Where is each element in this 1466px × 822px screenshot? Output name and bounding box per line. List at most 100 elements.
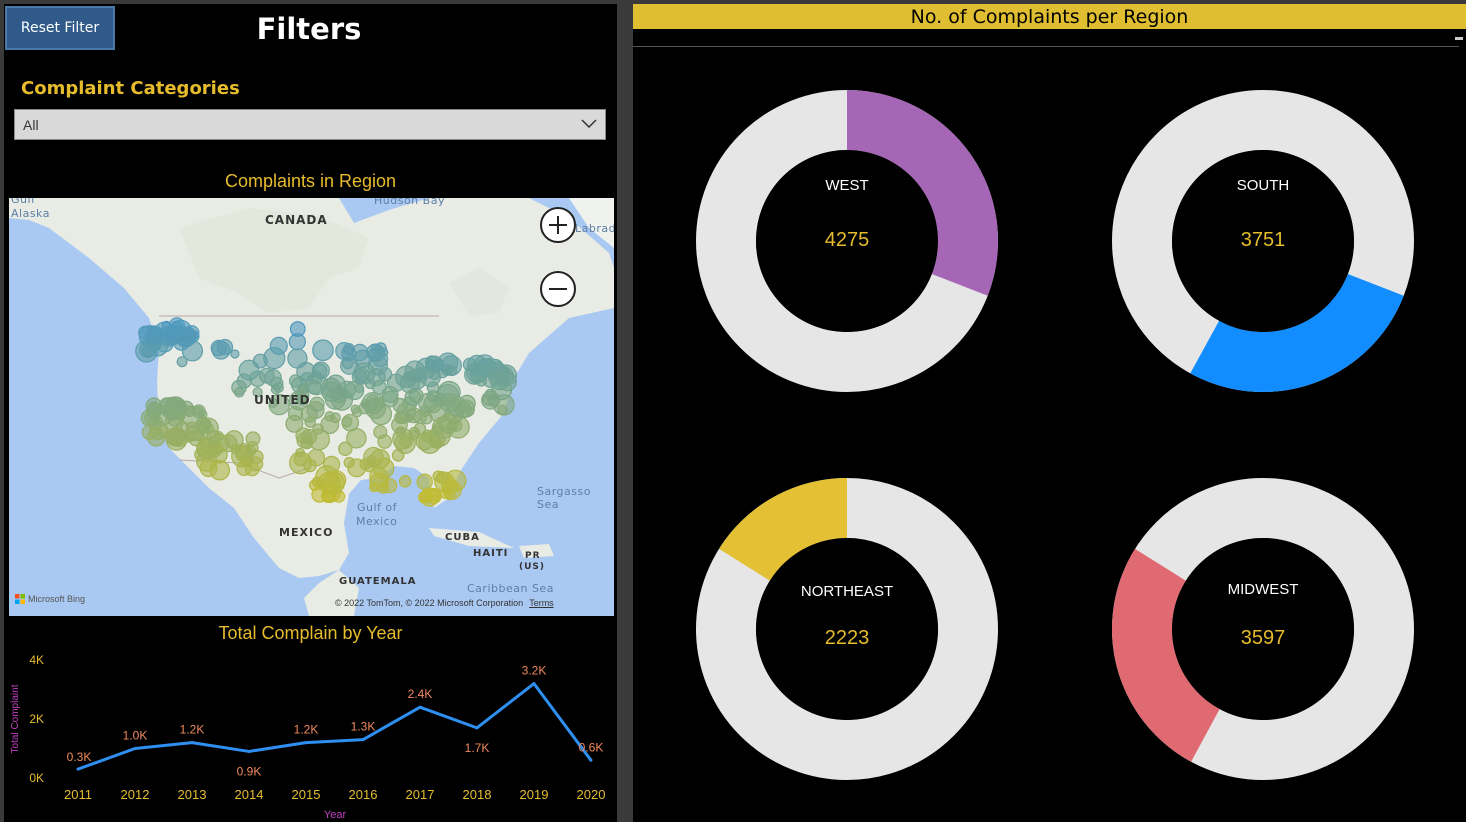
donut-hole xyxy=(1172,150,1354,332)
data-label: 1.2K xyxy=(294,723,319,737)
data-label: 1.3K xyxy=(351,720,376,734)
data-label: 0.6K xyxy=(579,740,604,754)
donut-northeast-ring xyxy=(696,478,998,780)
donut-northeast[interactable]: NORTHEAST 2223 xyxy=(695,477,999,781)
dropdown-value: All xyxy=(23,117,39,133)
regions-panel: No. of Complaints per Region WEST 4275 S… xyxy=(633,4,1466,822)
donut-west[interactable]: WEST 4275 xyxy=(695,89,999,393)
minimize-icon[interactable] xyxy=(1455,37,1463,40)
complaint-bubble xyxy=(270,376,284,391)
reset-filter-button[interactable]: Reset Filter xyxy=(5,6,115,50)
x-tick-label: 2012 xyxy=(121,787,150,802)
complaint-bubble xyxy=(398,475,412,488)
complaint-bubble xyxy=(245,441,259,454)
x-tick-label: 2011 xyxy=(64,787,92,802)
complaint-bubble xyxy=(381,386,399,403)
y-tick-label: 2K xyxy=(29,712,44,726)
data-label: 1.2K xyxy=(180,723,205,737)
map-basemap xyxy=(9,198,614,616)
complaint-bubble xyxy=(341,416,353,428)
complaint-bubble xyxy=(210,339,228,357)
donut-west-ring xyxy=(696,90,998,392)
complaint-bubble xyxy=(338,441,353,456)
complaints-map[interactable]: CANADA UNITED MEXICO CUBA HAITI PR (US) … xyxy=(9,198,614,616)
complaint-bubble xyxy=(402,371,413,382)
data-point xyxy=(247,749,251,753)
complaint-bubble xyxy=(420,412,433,425)
donut-west-label: WEST xyxy=(825,177,869,194)
zoom-out-button[interactable] xyxy=(540,271,576,307)
filters-title: Filters xyxy=(256,12,362,46)
complaint-bubble xyxy=(312,361,330,380)
complaint-bubble xyxy=(359,458,372,471)
complaint-bubble xyxy=(415,432,434,451)
label-pr: PR xyxy=(525,551,541,561)
complaint-bubble xyxy=(289,451,312,475)
data-label: 2.4K xyxy=(408,687,433,701)
label-gulf-alaska: Gulf xyxy=(11,198,36,206)
label-alaska: Alaska xyxy=(11,207,50,220)
complaint-bubble xyxy=(369,482,379,493)
data-point xyxy=(76,767,80,771)
complaint-bubble xyxy=(322,455,341,474)
label-mexico: MEXICO xyxy=(279,526,334,539)
complaint-bubble xyxy=(269,336,288,355)
series-line xyxy=(77,682,593,771)
complaint-bubble xyxy=(233,387,245,398)
land-central-america xyxy=(304,570,359,616)
complaint-bubble xyxy=(312,339,334,362)
complaint-bubble xyxy=(438,413,459,434)
complaint-bubble xyxy=(288,374,303,388)
complaint-bubble xyxy=(320,415,340,434)
complaint-categories-label: Complaint Categories xyxy=(21,78,240,99)
complaint-categories-dropdown[interactable]: All xyxy=(14,109,606,140)
x-tick-label: 2013 xyxy=(178,787,207,802)
label-haiti: HAITI xyxy=(473,548,509,559)
complaint-bubble xyxy=(252,353,268,369)
data-point xyxy=(361,738,365,742)
donut-hole xyxy=(1172,538,1354,720)
donut-hole xyxy=(756,150,938,332)
donut-hole xyxy=(756,538,938,720)
land-greenland xyxy=(569,198,614,248)
data-label: 0.3K xyxy=(67,750,92,764)
data-point xyxy=(190,741,194,745)
label-canada: CANADA xyxy=(265,213,328,227)
filters-panel: Reset Filter Filters Complaint Categorie… xyxy=(4,4,617,822)
complaint-bubble xyxy=(146,402,163,419)
bing-attribution: Microsoft Bing xyxy=(15,594,85,604)
land-cuba xyxy=(429,528,514,548)
copyright-text: © 2022 TomTom, © 2022 Microsoft Corporat… xyxy=(335,598,524,608)
data-point xyxy=(133,747,137,750)
data-point xyxy=(532,682,536,686)
donut-slice-south xyxy=(1190,273,1404,392)
bing-label: Microsoft Bing xyxy=(28,594,86,604)
complaint-bubble xyxy=(301,428,318,445)
donut-midwest-ring xyxy=(1112,478,1414,780)
complaint-bubble xyxy=(163,402,182,421)
donut-south-label: SOUTH xyxy=(1236,177,1290,194)
complaint-bubble xyxy=(165,428,183,446)
x-tick-label: 2015 xyxy=(292,787,321,802)
complaint-bubbles xyxy=(135,317,518,507)
zoom-in-button[interactable] xyxy=(540,207,576,243)
data-point xyxy=(475,726,479,730)
complaints-by-year-chart[interactable]: 0K 2K 4K Total Complaint 0.3K 2011 1.0K 2012 1.2… xyxy=(4,649,617,821)
land-hudson-island xyxy=(449,268,509,316)
complaint-bubble xyxy=(238,359,260,381)
complaint-bubble xyxy=(343,456,355,469)
complaint-bubble xyxy=(440,393,460,413)
complaint-bubble xyxy=(404,389,422,406)
data-point xyxy=(304,741,308,745)
donut-midwest[interactable]: MIDWEST 3597 xyxy=(1111,477,1415,781)
donut-south-ring xyxy=(1112,90,1414,392)
map-title: Complaints in Region xyxy=(224,171,397,191)
y-tick-label: 0K xyxy=(29,771,44,785)
donut-south[interactable]: SOUTH 3751 xyxy=(1111,89,1415,393)
label-gulf-of-mexico: Gulf of xyxy=(357,501,398,514)
donut-northeast-value: 2223 xyxy=(824,627,870,649)
complaint-bubble xyxy=(416,473,433,491)
terms-link[interactable]: Terms xyxy=(529,598,554,608)
complaint-bubble xyxy=(252,387,263,398)
complaint-bubble xyxy=(354,383,365,394)
